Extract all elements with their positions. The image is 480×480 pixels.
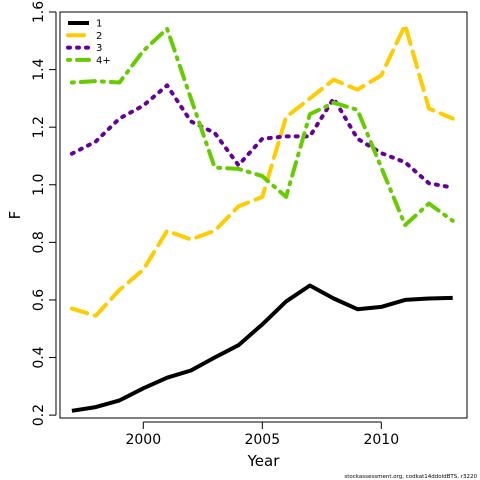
y-tick-label: 0.6: [31, 289, 47, 311]
y-tick-label: 1.6: [31, 1, 47, 23]
legend-label: 2: [96, 31, 102, 42]
plot-frame: [59, 11, 468, 419]
y-tick-label: 1.2: [31, 116, 47, 138]
footer-credit: stockassessment.org, codkat14ddoldBTS, r…: [344, 474, 477, 480]
y-tick-label: 0.4: [31, 346, 47, 368]
series-layer: [69, 23, 455, 413]
legend-label: 1: [96, 19, 102, 30]
x-tick-label: 2005: [244, 432, 280, 448]
x-axis: 2000 2005 2010: [125, 421, 399, 448]
series-line-3: [69, 83, 455, 190]
y-tick-label: 1.0: [31, 174, 47, 196]
y-tick-label: 1.4: [31, 58, 47, 80]
series-line-2: [69, 23, 455, 318]
y-axis: 0.2 0.4 0.6 0.8 1.0 1.2 1.4 1.6: [31, 1, 57, 426]
legend-label: 3: [96, 43, 102, 54]
series-line-4plus: [69, 26, 455, 228]
x-tick-label: 2010: [363, 432, 399, 448]
y-tick-label: 0.2: [31, 404, 47, 426]
legend-label: 4+: [96, 55, 111, 66]
x-axis-label: Year: [247, 452, 281, 470]
y-tick-label: 0.8: [31, 231, 47, 253]
x-tick-label: 2000: [125, 432, 161, 448]
series-line-1: [71, 283, 453, 413]
y-axis-label: F: [6, 211, 24, 220]
